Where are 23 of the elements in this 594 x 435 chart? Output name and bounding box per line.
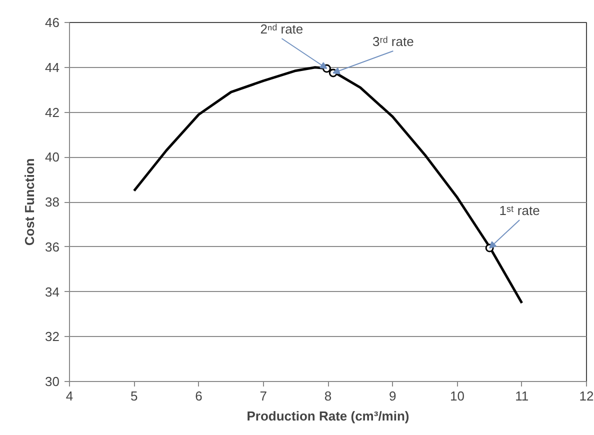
annotation: 3ʳᵈ rate [372, 34, 414, 49]
y-tick-label: 38 [45, 194, 60, 210]
y-tick-label: 34 [45, 284, 60, 300]
x-axis-title: Production Rate (cm³/min) [246, 408, 410, 424]
y-tick-label: 46 [45, 15, 60, 30]
annotation: 2ⁿᵈ rate [260, 21, 304, 36]
x-tick-label: 5 [130, 388, 138, 404]
y-tick-label: 32 [45, 329, 60, 344]
annotation: 1ˢᵗ rate [499, 202, 540, 218]
y-tick-label: 40 [45, 150, 60, 165]
x-tick-label: 10 [450, 388, 464, 404]
y-axis-title: Cost Function [22, 158, 38, 246]
y-tick-label: 42 [45, 104, 60, 120]
x-tick-label: 7 [260, 388, 267, 404]
x-tick-label: 12 [579, 388, 594, 404]
y-tick-label: 36 [45, 239, 60, 254]
x-tick-label: 6 [195, 388, 202, 404]
x-tick-label: 9 [389, 388, 396, 404]
y-tick-label: 30 [45, 374, 60, 389]
y-tick-label: 44 [45, 60, 60, 75]
x-tick-label: 4 [66, 388, 74, 404]
x-tick-label: 8 [324, 388, 332, 404]
x-tick-label: 11 [515, 388, 529, 404]
